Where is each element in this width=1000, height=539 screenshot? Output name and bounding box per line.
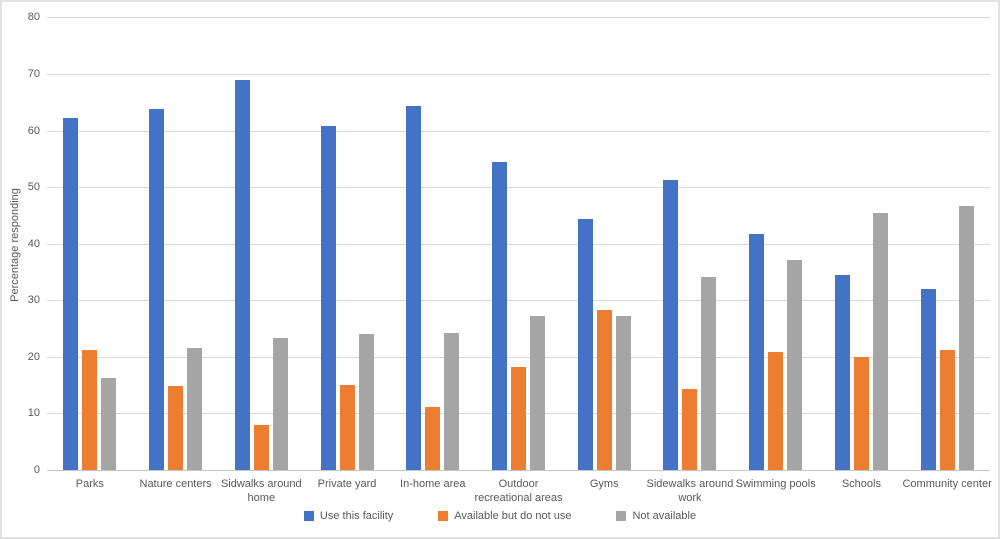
y-tick-label-40: 40 bbox=[27, 237, 40, 250]
gridline-50 bbox=[47, 187, 990, 189]
x-category-label-2: Nature centers bbox=[139, 478, 212, 490]
legend-label: Not available bbox=[632, 510, 697, 522]
x-category-label-7: Gyms bbox=[589, 478, 619, 490]
bar-series3-cat3 bbox=[272, 338, 288, 470]
bar-series3-cat6 bbox=[530, 316, 545, 470]
bar-series1-cat10 bbox=[834, 275, 850, 470]
x-category-label-10: Schools bbox=[841, 478, 881, 490]
y-tick-label-20: 20 bbox=[27, 350, 40, 363]
bar-series2-cat11 bbox=[939, 350, 955, 470]
bar-series2-cat5 bbox=[425, 407, 441, 470]
bar-series1-cat3 bbox=[234, 80, 250, 470]
x-category-label-4: Private yard bbox=[317, 478, 377, 490]
x-category-label-3: Sidwalks around home bbox=[220, 478, 302, 504]
bar-series2-cat6 bbox=[511, 367, 526, 470]
legend-swatch-icon bbox=[616, 511, 627, 521]
bar-series1-cat7 bbox=[577, 219, 593, 470]
bar-series2-cat3 bbox=[253, 425, 269, 470]
x-axis-line bbox=[47, 470, 990, 471]
bar-series3-cat1 bbox=[101, 378, 117, 470]
bar-series1-cat11 bbox=[920, 289, 936, 470]
bar-series3-cat7 bbox=[615, 316, 631, 470]
legend-item-1: Use this facility bbox=[303, 510, 394, 522]
legend: Use this facility Available but do not us… bbox=[2, 510, 998, 522]
bar-series2-cat9 bbox=[768, 352, 784, 470]
legend-swatch-icon bbox=[303, 511, 314, 521]
gridline-80 bbox=[47, 17, 990, 19]
bar-series2-cat2 bbox=[168, 386, 184, 470]
y-tick-label-60: 60 bbox=[27, 124, 40, 137]
x-category-label-1: Parks bbox=[75, 478, 104, 490]
gridline-60 bbox=[47, 130, 990, 132]
bar-series3-cat5 bbox=[444, 333, 460, 470]
bar-series1-cat9 bbox=[749, 234, 765, 470]
bar-series2-cat4 bbox=[339, 385, 355, 470]
bar-series1-cat4 bbox=[320, 126, 336, 470]
x-category-label-9: Swimming pools bbox=[735, 478, 816, 490]
bar-series1-cat1 bbox=[63, 118, 79, 470]
x-category-label-11: Community center bbox=[902, 478, 992, 490]
y-tick-label-50: 50 bbox=[27, 181, 40, 194]
bar-series3-cat9 bbox=[787, 260, 803, 470]
bar-series3-cat8 bbox=[701, 277, 717, 470]
x-category-label-8: Sidewalks around work bbox=[646, 478, 734, 504]
y-tick-label-0: 0 bbox=[33, 464, 40, 476]
legend-item-2: Available but do not use bbox=[438, 510, 571, 522]
bar-series3-cat10 bbox=[872, 213, 888, 470]
gridline-70 bbox=[47, 73, 990, 75]
bar-series1-cat5 bbox=[406, 106, 422, 470]
gridline-20 bbox=[47, 356, 990, 358]
bar-series1-cat6 bbox=[492, 162, 507, 470]
y-tick-label-10: 10 bbox=[27, 407, 40, 420]
bar-series1-cat8 bbox=[663, 180, 679, 470]
bar-series1-cat2 bbox=[149, 109, 165, 470]
bar-series2-cat7 bbox=[596, 310, 612, 470]
legend-swatch-icon bbox=[438, 511, 449, 521]
bar-series2-cat10 bbox=[853, 357, 869, 470]
bar-series3-cat4 bbox=[358, 334, 374, 470]
y-tick-label-30: 30 bbox=[27, 294, 40, 307]
gridline-30 bbox=[47, 300, 990, 302]
bar-series2-cat1 bbox=[82, 350, 98, 470]
bar-series2-cat8 bbox=[682, 389, 698, 470]
y-tick-label-80: 80 bbox=[27, 11, 40, 24]
y-tick-label-70: 70 bbox=[27, 67, 40, 80]
bar-series3-cat11 bbox=[958, 206, 974, 470]
gridline-40 bbox=[47, 243, 990, 245]
legend-item-3: Not available bbox=[616, 510, 696, 522]
legend-label: Use this facility bbox=[319, 510, 394, 522]
legend-label: Available but do not use bbox=[454, 510, 572, 522]
bar-series3-cat2 bbox=[187, 348, 203, 470]
x-category-label-5: In-home area bbox=[400, 478, 466, 490]
x-category-label-6: Outdoor recreational areas bbox=[474, 478, 563, 504]
